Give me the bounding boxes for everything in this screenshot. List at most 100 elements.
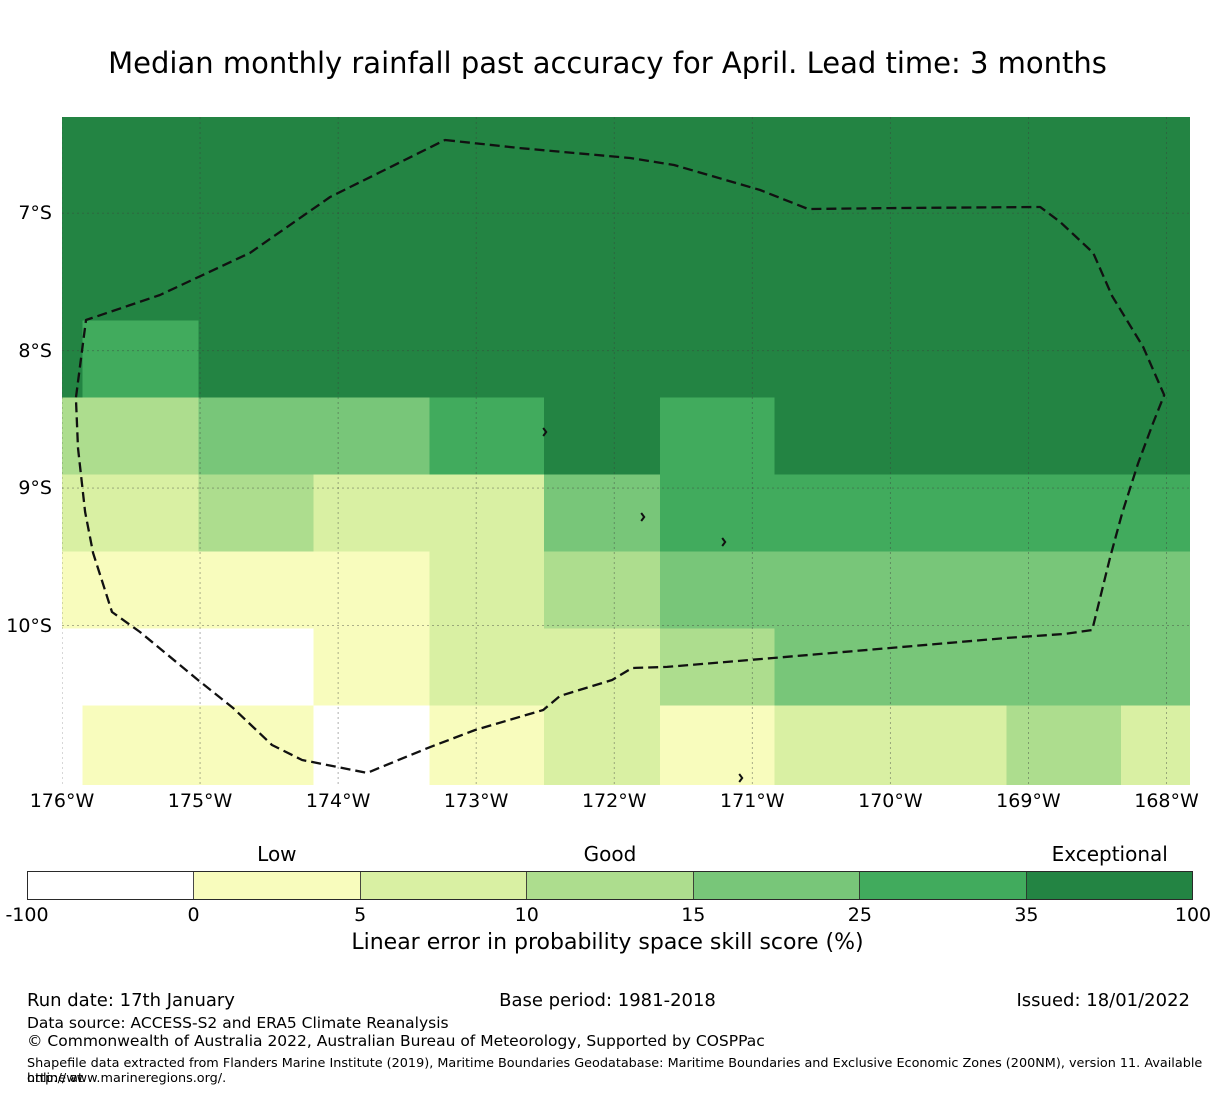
heatmap-cell [890, 628, 1007, 706]
x-tick-label: 176°W [29, 790, 95, 812]
x-tick-label: 172°W [581, 790, 647, 812]
heatmap-cell [198, 117, 314, 167]
heatmap-cell [774, 628, 891, 706]
heatmap-cell [313, 243, 430, 321]
heatmap-cell [543, 705, 660, 785]
y-tick-label: 10°S [6, 614, 52, 637]
colorbar-tick-label: 15 [681, 904, 706, 926]
colorbar-tick-label: 25 [847, 904, 872, 926]
heatmap-cell [774, 397, 891, 475]
heatmap-cell [543, 117, 660, 167]
heatmap-cell [313, 628, 430, 706]
heatmap-cell [82, 705, 199, 785]
heatmap-cell [62, 474, 83, 552]
footer-copyright: © Commonwealth of Australia 2022, Austra… [27, 1032, 765, 1050]
island-boundary-mark [721, 537, 727, 547]
map-plot [62, 117, 1190, 785]
heatmap-cell [429, 320, 544, 398]
heatmap-cell [1006, 243, 1121, 321]
heatmap-cell [659, 628, 775, 706]
x-tick-label: 174°W [305, 790, 371, 812]
heatmap-cell [429, 628, 544, 706]
colorbar-category-label: Good [583, 842, 637, 866]
heatmap-cell [1006, 551, 1121, 629]
heatmap-cell [429, 397, 544, 475]
heatmap-cell [890, 474, 1007, 552]
heatmap-cell [429, 551, 544, 629]
colorbar-tick-label: 0 [187, 904, 200, 926]
heatmap-cell [198, 628, 314, 706]
colorbar-segment [194, 872, 361, 899]
colorbar-segment [1026, 872, 1192, 899]
heatmap-cell [313, 474, 430, 552]
heatmap-cell [659, 397, 775, 475]
x-tick-label: 173°W [443, 790, 509, 812]
heatmap-cell [1006, 397, 1121, 475]
map-plot-area [62, 117, 1190, 785]
colorbar-category-label: Exceptional [1051, 842, 1168, 866]
colorbar-tick-label: 5 [354, 904, 367, 926]
heatmap-cell [1121, 166, 1190, 244]
footer-shapefile-note-line2: http://www.marineregions.org/. [27, 1071, 227, 1086]
heatmap-cell [890, 705, 1007, 785]
heatmap-cell [1121, 243, 1190, 321]
heatmap-cell [890, 243, 1007, 321]
heatmap-cell [1121, 474, 1190, 552]
footer-base-period: Base period: 1981-2018 [499, 990, 716, 1011]
heatmap-cell [890, 551, 1007, 629]
heatmap-cell [198, 166, 314, 244]
heatmap-cell [313, 166, 430, 244]
heatmap-cell [429, 243, 544, 321]
heatmap-cell [774, 166, 891, 244]
heatmap-cell [429, 705, 544, 785]
colorbar [27, 871, 1193, 900]
footer-issued-date: Issued: 18/01/2022 [1016, 990, 1190, 1011]
heatmap-cell [429, 166, 544, 244]
heatmap-cell [82, 117, 199, 167]
heatmap-cell [82, 474, 199, 552]
heatmap-cell [543, 474, 660, 552]
heatmap-cell [1121, 397, 1190, 475]
heatmap-cell [198, 705, 314, 785]
colorbar-segment [693, 872, 861, 899]
heatmap-cell [1121, 320, 1190, 398]
heatmap-cell [62, 166, 83, 244]
heatmap-cell [429, 474, 544, 552]
colorbar-segment [28, 872, 195, 899]
heatmap-cell [774, 551, 891, 629]
x-tick-label: 169°W [996, 790, 1061, 812]
heatmap-cell [890, 117, 1007, 167]
heatmap-cell [1006, 166, 1121, 244]
heatmap-cell [313, 705, 430, 785]
footer-run-date: Run date: 17th January [27, 990, 235, 1011]
heatmap-cell [659, 705, 775, 785]
colorbar-tick-label: 10 [514, 904, 539, 926]
heatmap-cell [1121, 117, 1190, 167]
heatmap-cell [82, 166, 199, 244]
heatmap-cell [62, 243, 83, 321]
heatmap-cell [198, 474, 314, 552]
heatmap-cell [890, 320, 1007, 398]
heatmap-cell [1121, 705, 1190, 785]
heatmap-cell [62, 117, 83, 167]
colorbar-tick-label: -100 [5, 904, 49, 926]
heatmap-cell [659, 243, 775, 321]
heatmap-cell [659, 474, 775, 552]
heatmap-cell [774, 474, 891, 552]
colorbar-category-label: Low [257, 842, 297, 866]
heatmap-cell [313, 320, 430, 398]
heatmap-cell [198, 551, 314, 629]
heatmap-cell [313, 397, 430, 475]
heatmap-cell [890, 166, 1007, 244]
heatmap-cell [659, 320, 775, 398]
heatmap-cell [82, 397, 199, 475]
eez-boundary [74, 138, 1166, 775]
island-boundary-mark [738, 773, 744, 783]
chart-title: Median monthly rainfall past accuracy fo… [108, 46, 1107, 80]
colorbar-segment [527, 872, 694, 899]
colorbar-segment [860, 872, 1027, 899]
heatmap-cell [313, 551, 430, 629]
colorbar-axis-label: Linear error in probability space skill … [351, 930, 864, 955]
heatmap-cell [1121, 551, 1190, 629]
